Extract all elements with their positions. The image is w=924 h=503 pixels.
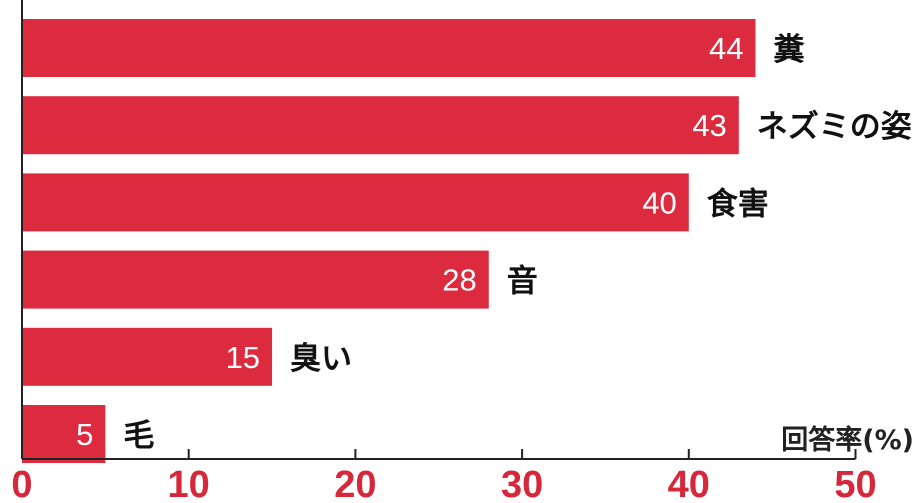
bar-5	[22, 405, 106, 463]
bar-1	[22, 96, 739, 155]
x-axis-title: 回答率(%)	[781, 425, 914, 456]
x-axis: 0 10 20 30 40 50	[11, 0, 877, 503]
x-tick-label-20: 20	[334, 464, 376, 503]
category-label-5: 毛	[123, 418, 154, 454]
bar-4	[22, 327, 273, 386]
bar-value-label-2: 40	[642, 185, 676, 220]
x-tick-label-40: 40	[668, 464, 710, 503]
bar-value-label-3: 28	[442, 263, 476, 298]
x-tick-label-30: 30	[501, 464, 543, 503]
bar-2	[22, 173, 689, 232]
labels-layer: 44 糞 43 ネズミの姿 40 食害 28 音 15 臭い 5 毛	[76, 31, 912, 454]
bar-3	[22, 250, 489, 309]
bar-value-label-0: 44	[709, 31, 743, 66]
category-label-0: 糞	[773, 32, 805, 68]
bar-value-label-1: 43	[692, 108, 726, 143]
x-tick-label-0: 0	[11, 464, 32, 503]
bar-value-label-5: 5	[76, 417, 93, 452]
bars-layer	[22, 19, 756, 463]
category-label-1: ネズミの姿	[757, 109, 912, 145]
x-tick-label-10: 10	[168, 464, 210, 503]
x-tick-label-50: 50	[834, 464, 876, 503]
bar-0	[22, 19, 756, 77]
category-label-4: 臭い	[290, 341, 352, 377]
bar-value-label-4: 15	[226, 340, 260, 375]
category-label-2: 食害	[707, 186, 769, 222]
category-label-3: 音	[507, 264, 538, 300]
